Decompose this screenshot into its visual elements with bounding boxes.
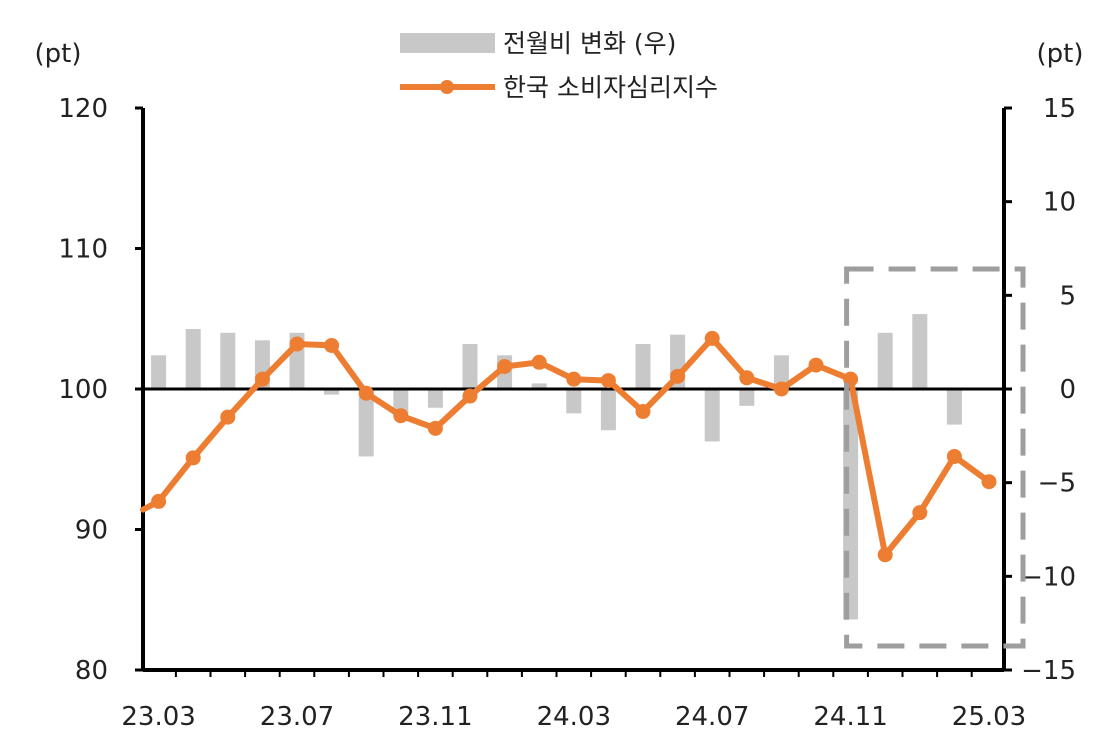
line-point — [808, 357, 824, 373]
left-axis-tick-label: 100 — [58, 375, 108, 405]
bar-mom-change — [358, 389, 374, 457]
bar-mom-change — [462, 344, 478, 389]
line-point — [670, 368, 686, 384]
bar-mom-change — [185, 329, 201, 389]
bar-mom-change — [151, 355, 167, 389]
left-axis-tick-label: 110 — [58, 235, 108, 265]
x-axis-tick-label: 23.03 — [121, 702, 195, 732]
legend-line-marker — [440, 80, 454, 94]
line-point — [773, 381, 789, 397]
bar-mom-change — [600, 389, 616, 431]
left-axis-tick-label: 90 — [75, 516, 108, 546]
legend-bar-label: 전월비 변화 (우) — [503, 29, 676, 58]
right-axis-tick-label: −15 — [1021, 656, 1076, 686]
line-point — [531, 354, 547, 370]
legend-bar-swatch — [400, 33, 495, 53]
bar-mom-change — [877, 332, 893, 389]
x-axis-tick-label: 24.07 — [675, 702, 749, 732]
line-point — [393, 408, 409, 424]
bar-mom-change — [635, 344, 651, 389]
highlight-dashed-box — [844, 266, 1026, 649]
bar-mom-change — [531, 383, 547, 389]
bar-mom-change — [843, 389, 859, 620]
line-consumer-sentiment — [140, 335, 992, 558]
bar-mom-change — [704, 389, 720, 442]
line-point — [946, 448, 962, 464]
line-point — [497, 359, 513, 375]
right-axis-unit: (pt) — [1037, 39, 1084, 69]
x-axis-tick-label: 25.03 — [952, 702, 1026, 732]
x-axis-tick-label: 24.03 — [537, 702, 611, 732]
left-axis-tick-label: 120 — [58, 94, 108, 124]
line-point — [981, 474, 997, 490]
x-axis-tick-label: 23.11 — [398, 702, 472, 732]
line-point — [151, 493, 167, 509]
line-point — [704, 330, 720, 346]
line-point — [600, 373, 616, 389]
line-point — [324, 337, 340, 353]
left-axis-tick-label: 80 — [75, 656, 108, 686]
bar-mom-change — [427, 389, 443, 408]
bar-mom-change — [946, 389, 962, 425]
line-point — [220, 409, 236, 425]
right-axis-tick-label: 5 — [1059, 281, 1076, 311]
right-axis-tick-label: 0 — [1059, 375, 1076, 405]
x-axis-tick-label: 24.11 — [813, 702, 887, 732]
line-point — [566, 371, 582, 387]
bar-mom-change — [324, 389, 340, 395]
right-axis-tick-label: −10 — [1021, 562, 1076, 592]
line-point — [912, 505, 928, 521]
legend: 전월비 변화 (우) 한국 소비자심리지수 — [400, 29, 718, 102]
left-axis-unit: (pt) — [35, 39, 82, 69]
bar-mom-change — [220, 332, 236, 389]
line-point — [254, 371, 270, 387]
line-point — [739, 370, 755, 386]
legend-line-label: 한국 소비자심리지수 — [503, 73, 718, 102]
line-point — [462, 388, 478, 404]
x-axis-tick-label: 23.07 — [260, 702, 334, 732]
line-point — [877, 547, 893, 563]
right-axis-tick-label: −5 — [1038, 469, 1076, 499]
line-point — [185, 450, 201, 466]
bar-mom-change — [393, 389, 409, 414]
right-axis-tick-label: 10 — [1043, 188, 1076, 218]
line-point — [289, 336, 305, 352]
line-point — [358, 385, 374, 401]
plot-area: 80 90 100 110 120 −15 −10 −5 0 5 10 15 23.03 23.07 23.… — [58, 94, 1076, 732]
bar-mom-change — [912, 314, 928, 389]
right-axis-tick-label: 15 — [1043, 94, 1076, 124]
bar-mom-change — [566, 389, 582, 414]
bar-mom-change — [773, 355, 789, 389]
line-point — [427, 420, 443, 436]
line-point — [635, 403, 651, 419]
bar-mom-change — [739, 389, 755, 406]
